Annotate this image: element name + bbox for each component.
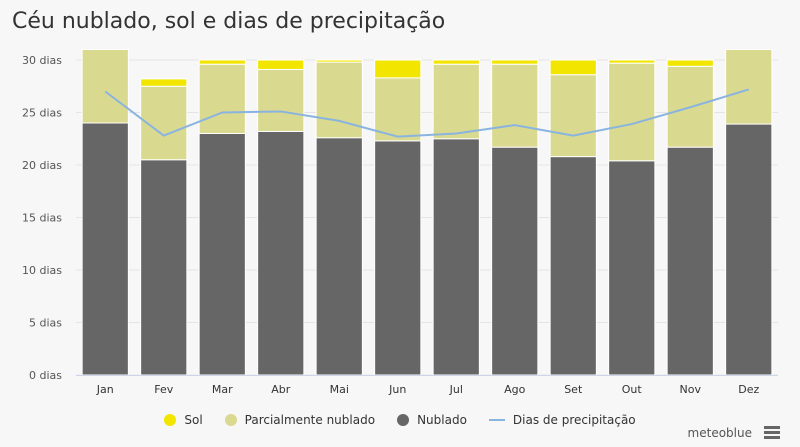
y-tick-label: 20 dias (22, 159, 62, 172)
bar-parcialmente-nublado (725, 49, 773, 125)
x-tick-label: Ago (504, 383, 526, 396)
bar-parcialmente-nublado (608, 62, 656, 162)
bar-sol (140, 78, 188, 87)
legend-swatch-sol (164, 414, 177, 426)
bar-parcialmente-nublado (432, 63, 480, 140)
precipitation-line (104, 88, 750, 138)
legend-label-nublado: Nublado (417, 413, 467, 427)
bar-sol (666, 59, 714, 67)
x-tick-label: Mar (212, 383, 233, 396)
bar-parcialmente-nublado (374, 77, 422, 142)
x-tick-label: Jun (388, 383, 406, 396)
bar-nublado (549, 156, 597, 376)
y-tick-label: 30 dias (22, 54, 62, 67)
y-tick-label: 10 dias (22, 264, 62, 277)
chart-legend: Sol Parcialmente nublado Nublado Dias de… (0, 413, 800, 427)
x-tick-label: Nov (680, 383, 702, 396)
x-tick-label: Out (622, 383, 643, 396)
x-tick-label: Fev (154, 383, 173, 396)
bar-nublado (666, 146, 714, 376)
credits-logo[interactable]: meteoblue (687, 426, 752, 440)
chart-plot: 0 dias 5 dias 10 dias 15 dias 20 dias 25 dias… (22, 49, 778, 396)
bar-sol (608, 59, 656, 64)
x-tick-label: Dez (738, 383, 759, 396)
bar-parcialmente-nublado (491, 63, 539, 148)
bar-nublado (374, 140, 422, 376)
bar-sol (432, 59, 480, 65)
bar-parcialmente-nublado (315, 61, 363, 139)
bar-nublado (198, 133, 246, 376)
legend-swatch-parcialmente-nublado (224, 414, 237, 426)
x-tick-label: Jan (96, 383, 114, 396)
bar-parcialmente-nublado (257, 68, 305, 132)
bar-sol (549, 59, 597, 76)
legend-label-dias-de-precipitacao: Dias de precipitação (512, 413, 636, 427)
x-tick-label: Set (564, 383, 583, 396)
y-tick-label: 25 dias (22, 107, 62, 120)
bar-nublado (140, 159, 188, 376)
menu-icon[interactable] (764, 426, 780, 439)
legend-item-parcialmente-nublado[interactable]: Parcialmente nublado (224, 413, 376, 427)
x-tick-label: Jul (449, 383, 463, 396)
bar-sol (198, 59, 246, 65)
bar-sol (257, 59, 305, 70)
legend-item-sol[interactable]: Sol (164, 413, 203, 427)
bar-parcialmente-nublado (198, 63, 246, 134)
bar-sol (374, 59, 422, 79)
y-tick-label: 15 dias (22, 212, 62, 225)
bar-sol (315, 59, 363, 63)
bar-parcialmente-nublado (81, 49, 129, 124)
bar-nublado (491, 146, 539, 376)
bar-nublado (608, 160, 656, 376)
legend-swatch-nublado (397, 414, 410, 426)
bar-parcialmente-nublado (549, 74, 597, 158)
legend-item-dias-de-precipitacao[interactable]: Dias de precipitação (488, 413, 636, 427)
bar-nublado (725, 123, 773, 376)
legend-item-nublado[interactable]: Nublado (397, 413, 467, 427)
bar-nublado (315, 137, 363, 376)
bar-nublado (257, 130, 305, 376)
bar-sol (491, 59, 539, 65)
x-tick-label: Mai (330, 383, 349, 396)
y-tick-label: 0 dias (29, 369, 62, 382)
x-tick-label: Abr (271, 383, 291, 396)
legend-label-sol: Sol (184, 413, 203, 427)
chart-title: Céu nublado, sol e dias de precipitação (12, 9, 446, 34)
legend-label-parcialmente-nublado: Parcialmente nublado (244, 413, 376, 427)
y-tick-label: 5 dias (29, 317, 62, 330)
bar-nublado (81, 122, 129, 376)
bar-nublado (432, 138, 480, 376)
legend-swatch-dias-de-precipitacao (488, 419, 505, 421)
